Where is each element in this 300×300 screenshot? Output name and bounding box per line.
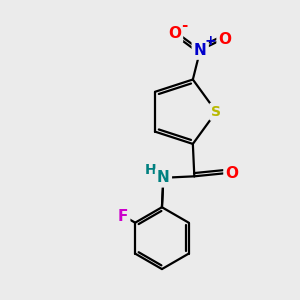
Text: N: N: [194, 43, 207, 58]
Text: H: H: [145, 163, 157, 176]
Text: +: +: [205, 34, 216, 48]
Text: N: N: [157, 170, 170, 185]
Text: S: S: [211, 105, 221, 119]
Text: O: O: [169, 26, 182, 41]
Text: O: O: [218, 32, 231, 47]
Text: O: O: [226, 166, 238, 181]
Text: -: -: [182, 18, 188, 33]
Text: F: F: [118, 209, 128, 224]
